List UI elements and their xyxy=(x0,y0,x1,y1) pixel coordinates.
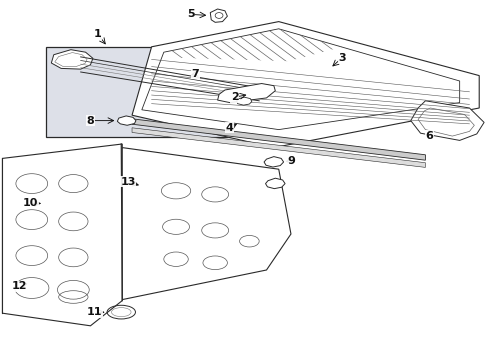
Text: 7: 7 xyxy=(191,69,199,79)
Polygon shape xyxy=(132,22,478,148)
Polygon shape xyxy=(117,116,136,125)
Polygon shape xyxy=(217,84,275,103)
Polygon shape xyxy=(102,148,290,301)
Text: 8: 8 xyxy=(86,116,94,126)
Polygon shape xyxy=(236,97,251,105)
Polygon shape xyxy=(210,9,227,22)
Text: 5: 5 xyxy=(186,9,194,19)
Polygon shape xyxy=(265,178,285,189)
Text: 1: 1 xyxy=(94,29,102,39)
Polygon shape xyxy=(264,157,283,167)
Polygon shape xyxy=(410,101,483,140)
Polygon shape xyxy=(2,144,122,326)
Polygon shape xyxy=(132,119,425,160)
Text: 12: 12 xyxy=(12,281,27,291)
Text: 9: 9 xyxy=(286,156,294,166)
Text: 6: 6 xyxy=(425,131,432,141)
Text: 2: 2 xyxy=(230,92,238,102)
Text: 11: 11 xyxy=(86,307,102,318)
Text: 3: 3 xyxy=(338,53,346,63)
Polygon shape xyxy=(142,29,459,130)
Text: 10: 10 xyxy=(22,198,38,208)
Polygon shape xyxy=(51,50,93,69)
Polygon shape xyxy=(46,47,278,137)
Polygon shape xyxy=(132,128,425,167)
Text: 13: 13 xyxy=(120,177,136,187)
Text: 4: 4 xyxy=(225,123,233,133)
